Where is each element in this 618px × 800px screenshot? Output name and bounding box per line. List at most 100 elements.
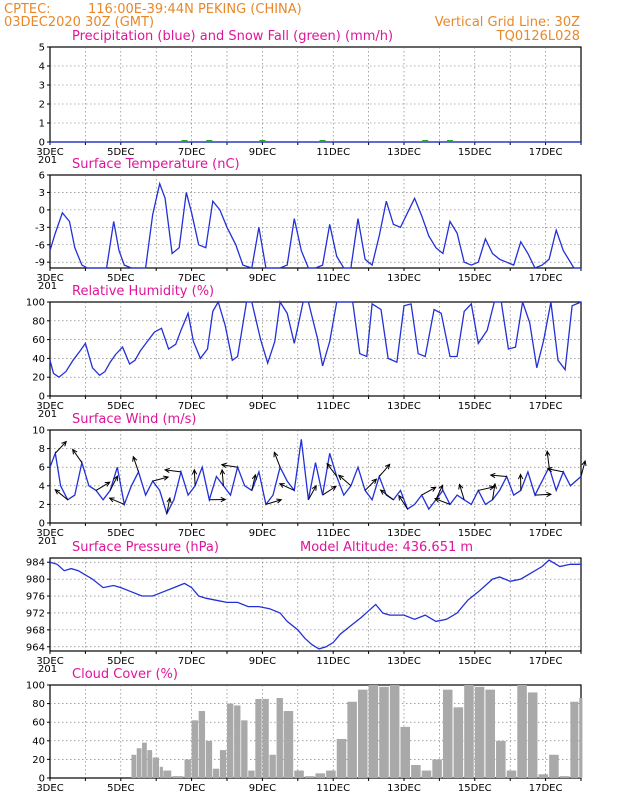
wind-arrow xyxy=(307,485,317,500)
x-tick-label: 3DEC xyxy=(36,783,63,794)
y-tick-label: 980 xyxy=(26,575,45,586)
cloud-bar xyxy=(241,720,248,778)
x-tick-label: 17DEC xyxy=(529,147,563,158)
wind-arrow-head xyxy=(379,489,386,495)
y-tick-label: 0 xyxy=(39,392,45,403)
wind-arrow xyxy=(265,499,282,505)
x-tick-label: 9DEC xyxy=(249,273,276,284)
wind-arrow xyxy=(398,495,408,510)
x-tick-label: 3DEC xyxy=(36,147,63,158)
y-tick-label: 4 xyxy=(39,481,45,492)
x-tick-label: 11DEC xyxy=(316,273,350,284)
wind-arrow xyxy=(435,485,444,500)
x-tick-label: 13DEC xyxy=(387,401,421,412)
x-tick-label: 5DEC xyxy=(107,401,134,412)
x-tick-label: 5DEC xyxy=(107,273,134,284)
y-tick-label: 20 xyxy=(32,373,45,384)
wind-arrow-head xyxy=(220,496,227,503)
x-tick-label: 17DEC xyxy=(529,783,563,794)
wind-arrow xyxy=(546,451,550,468)
wind-title: Surface Wind (m/s) xyxy=(72,412,196,427)
cloud-bar xyxy=(276,698,283,778)
wind-arrow-head xyxy=(276,498,283,504)
x-tick-label: 9DEC xyxy=(249,656,276,667)
wind-arrow-head xyxy=(489,472,496,479)
x-tick-label: 17DEC xyxy=(529,528,563,539)
cloud-bar xyxy=(184,759,191,778)
x-tick-label: 15DEC xyxy=(458,273,492,284)
wind-arrow xyxy=(490,474,507,477)
pressure-title: Surface Pressure (hPa) xyxy=(72,540,219,555)
x-tick-label: 7DEC xyxy=(178,147,205,158)
x-tick-label: 13DEC xyxy=(387,528,421,539)
wind-arrow-head xyxy=(273,451,279,458)
wind-arrow-head xyxy=(132,455,138,462)
wind-arrow-head xyxy=(220,462,227,468)
y-tick-label: 984 xyxy=(26,558,45,569)
x-tick-label: 13DEC xyxy=(387,147,421,158)
wind-arrow-head xyxy=(517,473,524,480)
wind-arrow xyxy=(54,441,67,454)
y-tick-label: 6 xyxy=(39,171,45,182)
cloud-bar xyxy=(517,685,527,778)
wind-arrow xyxy=(378,464,391,477)
cloud-bar xyxy=(368,685,379,778)
cloud-bar xyxy=(248,770,255,778)
cloud-bar xyxy=(549,754,559,778)
cloud-bar xyxy=(442,689,453,778)
y-tick-label: 100 xyxy=(26,681,45,692)
wind-arrow xyxy=(421,486,436,496)
cloud-bar xyxy=(432,759,442,778)
y-tick-label: 0 xyxy=(39,205,45,216)
y-tick-label: 2 xyxy=(39,500,45,511)
x-axis-stub: 201 xyxy=(38,155,57,166)
x-tick-label: 9DEC xyxy=(249,783,276,794)
y-tick-label: 3 xyxy=(39,81,45,92)
cloud-bar xyxy=(142,742,147,778)
plot-frame xyxy=(49,174,582,269)
cloud-bar xyxy=(212,768,220,778)
wind-arrow xyxy=(165,469,182,473)
x-tick-label: 15DEC xyxy=(458,656,492,667)
cloud-bar xyxy=(255,698,262,778)
x-tick-label: 11DEC xyxy=(316,528,350,539)
x-tick-label: 17DEC xyxy=(529,273,563,284)
cloud-bar xyxy=(559,776,570,778)
cloud-bar xyxy=(159,766,163,778)
y-tick-label: 964 xyxy=(26,642,45,653)
plot-frame xyxy=(49,46,582,143)
cloud-bar xyxy=(198,711,206,778)
x-tick-label: 15DEC xyxy=(458,401,492,412)
wind-arrow-head xyxy=(251,473,257,480)
y-tick-label: 1 xyxy=(39,119,45,130)
wind-panel: 0 2 4 6 8 10 3DEC 5DEC 7DEC 9DEC 11DEC 13DEC 15DEC 17… xyxy=(32,412,587,547)
cloud-bar xyxy=(227,703,234,778)
wind-arrow-head xyxy=(163,467,170,474)
wind-arrow xyxy=(279,483,295,491)
wind-arrow xyxy=(580,460,586,477)
header-run: 03DEC2020 30Z (GMT) xyxy=(4,15,154,30)
y-tick-label: 4 xyxy=(39,62,45,73)
cloud-bar xyxy=(347,701,357,778)
x-tick-label: 15DEC xyxy=(458,528,492,539)
header-grid-note: Vertical Grid Line: 30Z xyxy=(435,15,580,30)
wind-arrow-head xyxy=(113,475,118,482)
y-tick-label: 40 xyxy=(32,736,45,747)
cloud-bar xyxy=(147,750,153,778)
wind-arrow-head xyxy=(163,475,170,481)
x-tick-label: 15DEC xyxy=(458,147,492,158)
x-axis-stub: 201 xyxy=(38,536,57,547)
plot-frame xyxy=(49,557,582,652)
wind-arrow xyxy=(364,478,377,491)
wind-arrow-head xyxy=(371,478,378,485)
x-tick-label: 7DEC xyxy=(178,783,205,794)
cloud-bar xyxy=(464,685,474,778)
pressure-panel: 964 968 972 976 980 984 3DEC 5DEC 7DEC 9DEC 11DEC 1… xyxy=(26,540,582,675)
wind-arrow xyxy=(459,484,465,500)
x-tick-label: 15DEC xyxy=(458,783,492,794)
wind-arrow-head xyxy=(546,491,553,498)
x-axis-stub: 201 xyxy=(38,409,57,420)
temperature-panel: -9 -6 -3 0 3 6 3DEC 5DEC 7DEC 9DEC 11DEC 13DEC 15DEC… xyxy=(35,157,582,292)
cloud-bar xyxy=(234,705,241,778)
x-tick-label: 3DEC xyxy=(36,528,63,539)
